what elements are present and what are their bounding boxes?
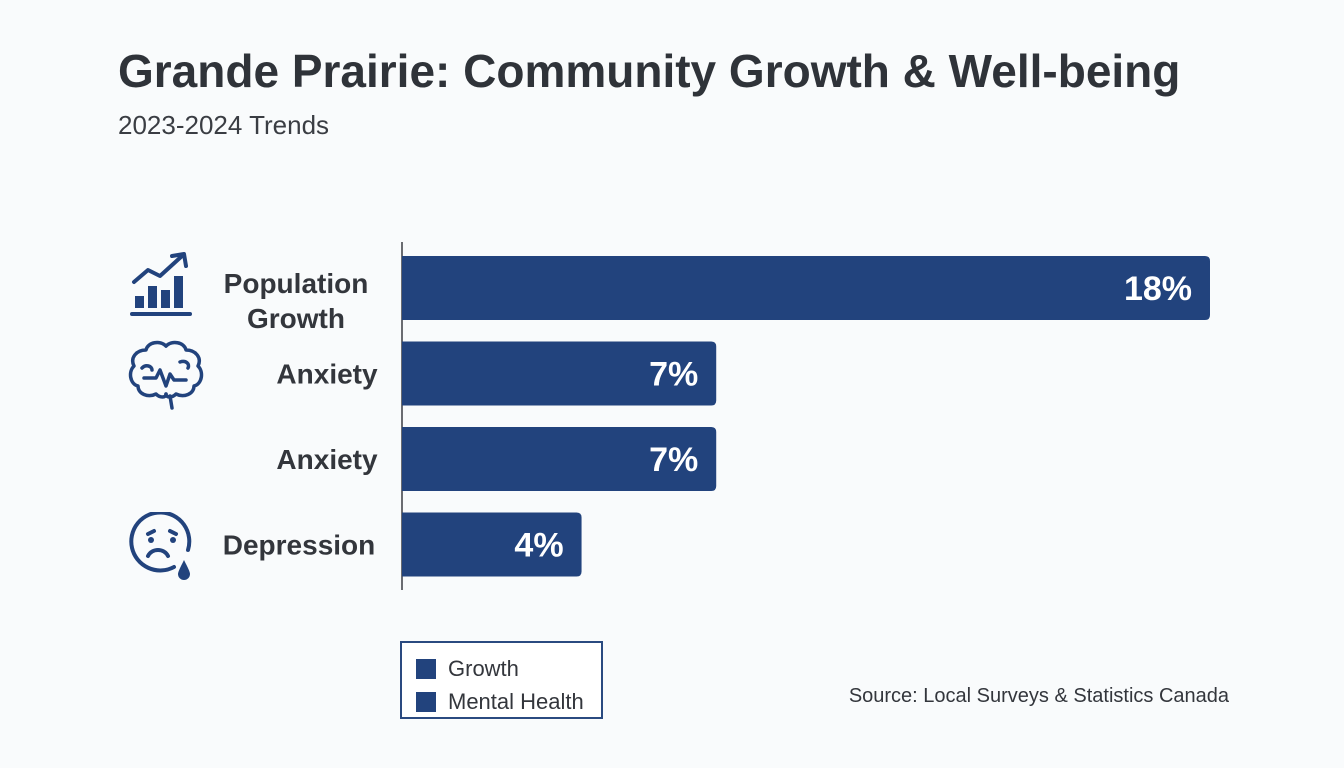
bar-1: [402, 341, 717, 406]
source-note: Source: Local Surveys & Statistics Canad…: [848, 685, 1229, 707]
legend-item-growth: Growth: [416, 652, 601, 685]
bars-group: 18% 7% 7% 4%: [402, 256, 1210, 577]
value-label-1: 7%: [649, 356, 698, 394]
value-label-3: 4%: [514, 527, 563, 565]
legend-item-mental-health: Mental Health: [416, 685, 601, 718]
brain-icon: [128, 340, 204, 410]
category-labels: Population Growth Anxiety Anxiety Depression: [223, 268, 378, 561]
legend-swatch: [416, 691, 436, 712]
category-label-2: Anxiety: [276, 444, 378, 475]
bar-0: [402, 256, 1210, 320]
category-label-0: Population Growth: [224, 268, 369, 334]
chart-subtitle: 2023-2024 Trends: [118, 110, 330, 140]
bar-2: [402, 427, 717, 491]
legend-swatch: [416, 658, 436, 679]
category-label-3: Depression: [223, 530, 376, 561]
legend-label: Growth: [448, 655, 519, 681]
legend-label: Mental Health: [448, 688, 584, 714]
bar-3: [402, 512, 582, 577]
legend: Growth Mental Health: [400, 641, 603, 719]
value-label-2: 7%: [649, 441, 698, 479]
chart-title: Grande Prairie: Community Growth & Well-…: [118, 45, 1181, 97]
category-label-1: Anxiety: [276, 359, 378, 390]
sad-face-tear-icon: [129, 512, 192, 580]
value-label-0: 18%: [1124, 270, 1192, 308]
chart-growth-icon: [130, 252, 192, 316]
